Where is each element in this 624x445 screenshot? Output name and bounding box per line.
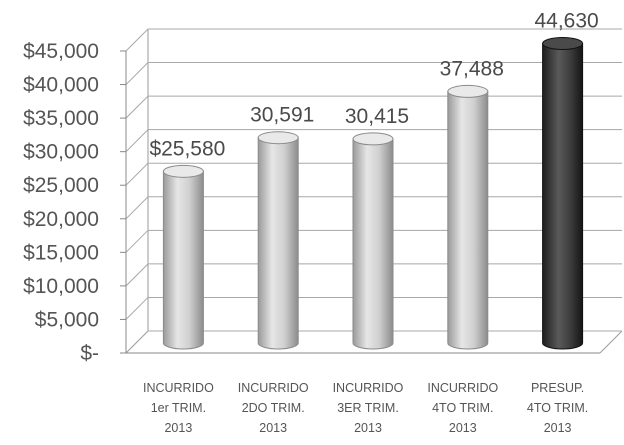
y-tick-label: $30,000 [23,141,99,164]
data-label: 37,488 [440,57,504,80]
category-label-line: INCURRIDO [143,381,214,395]
category-label: INCURRIDO 1er TRIM. 2013 [143,381,214,435]
bar-body [257,137,299,350]
bar-top [352,132,394,146]
bar-body [447,90,489,350]
category-label-line: 3ER TRIM. [337,401,399,415]
bar-top [162,164,204,178]
category-label: INCURRIDO 3ER TRIM. 2013 [333,381,404,435]
y-tick-label: $40,000 [23,74,99,97]
bar [542,36,584,350]
data-label: 30,591 [250,104,314,127]
y-axis: $- $5,000 $10,000 $15,000 $20,000 $25,000 $30,… [23,40,600,365]
category-label-line: 2013 [449,421,477,435]
bar [352,132,394,350]
category-label-line: INCURRIDO [427,381,498,395]
y-tick-label: $- [80,342,99,365]
category-label: INCURRIDO 2DO TRIM. 2013 [238,381,309,435]
bar-top [447,84,489,98]
y-tick-label: $20,000 [23,208,99,231]
category-label-line: 1er TRIM. [151,401,206,415]
y-tick-label: $35,000 [23,107,99,130]
bars [162,36,584,350]
gridline [125,62,622,85]
y-tick-label: $5,000 [35,308,99,331]
category-label-line: 4TO TRIM. [527,401,588,415]
bar [447,84,489,350]
bar-body [542,42,584,350]
category-label-line: 2013 [354,421,382,435]
category-label-line: 2DO TRIM. [242,401,305,415]
bar-body [162,170,204,350]
data-label: 30,415 [345,105,409,128]
bar-top [257,131,299,145]
floor-edge-right [599,330,623,354]
y-tick-label: $15,000 [23,241,99,264]
x-axis: INCURRIDO 1er TRIM. 2013 INCURRIDO 2DO TRIM.… [143,381,588,435]
category-label-line: INCURRIDO [238,381,309,395]
y-tick-label: $45,000 [23,40,99,63]
category-label: PRESUP. 4TO TRIM. 2013 [527,381,588,435]
bar-body [352,138,394,350]
data-labels: $25,580 30,591 30,415 37,488 44,630 [149,9,598,160]
y-tick-label: $10,000 [23,275,99,298]
bar-top [542,36,584,50]
category-label: INCURRIDO 4TO TRIM. 2013 [427,381,498,435]
category-label-line: 2013 [164,421,192,435]
category-label-line: 2013 [544,421,572,435]
gridline [125,28,622,52]
y-tick-label: $25,000 [23,174,99,197]
category-label-line: 4TO TRIM. [432,401,493,415]
bar [162,164,204,350]
bar [257,131,299,350]
category-label-line: INCURRIDO [333,381,404,395]
category-label-line: 2013 [259,421,287,435]
data-label: $25,580 [149,137,225,160]
data-label: 44,630 [534,9,598,32]
category-label-line: PRESUP. [531,381,584,395]
